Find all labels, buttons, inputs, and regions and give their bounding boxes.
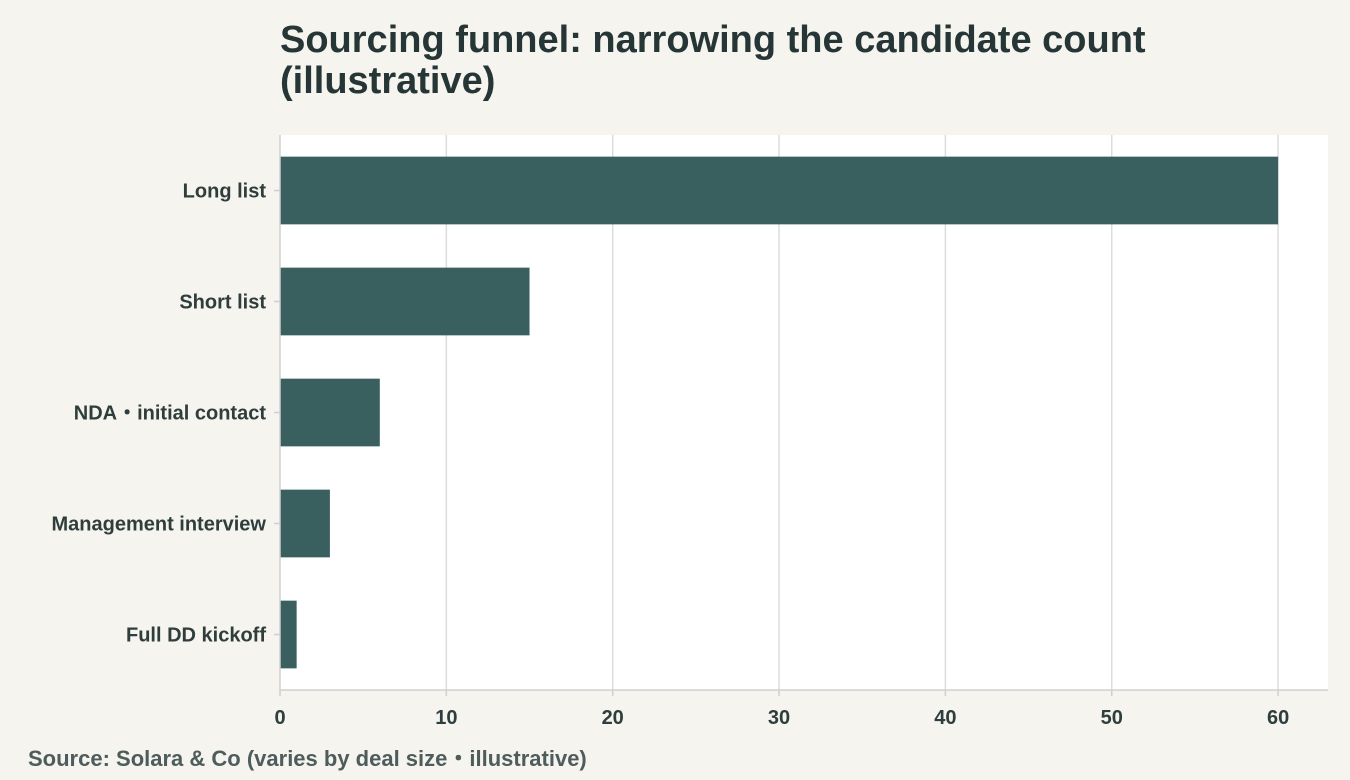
x-tick-label: 50 (1101, 707, 1123, 729)
bar (280, 156, 1279, 225)
x-tick-label: 40 (934, 707, 956, 729)
x-tick-label: 60 (1267, 707, 1289, 729)
bars (280, 156, 1279, 669)
category-label: NDA・initial contact (74, 403, 267, 425)
category-labels: Long list Short list NDA・initial contact Ma… (51, 181, 266, 647)
category-label: Management interview (51, 514, 266, 536)
chart-title: Sourcing funnel: narrowing the candidate… (280, 19, 1146, 102)
bar (280, 267, 530, 336)
x-tick-label: 0 (274, 707, 285, 729)
axes (274, 135, 1328, 696)
category-label: Long list (183, 181, 267, 203)
bar (280, 489, 330, 558)
bar (280, 378, 380, 447)
x-tick-labels: 0 10 20 30 40 50 60 (274, 707, 1289, 729)
grid-lines (445, 135, 1279, 690)
category-label: Short list (179, 292, 266, 314)
bar (280, 600, 297, 669)
category-label: Full DD kickoff (126, 625, 266, 647)
x-tick-label: 30 (768, 707, 790, 729)
x-tick-label: 20 (602, 707, 624, 729)
x-tick-label: 10 (435, 707, 457, 729)
plot-area (280, 135, 1328, 690)
source-note: Source: Solara & Co (varies by deal size… (28, 746, 587, 771)
